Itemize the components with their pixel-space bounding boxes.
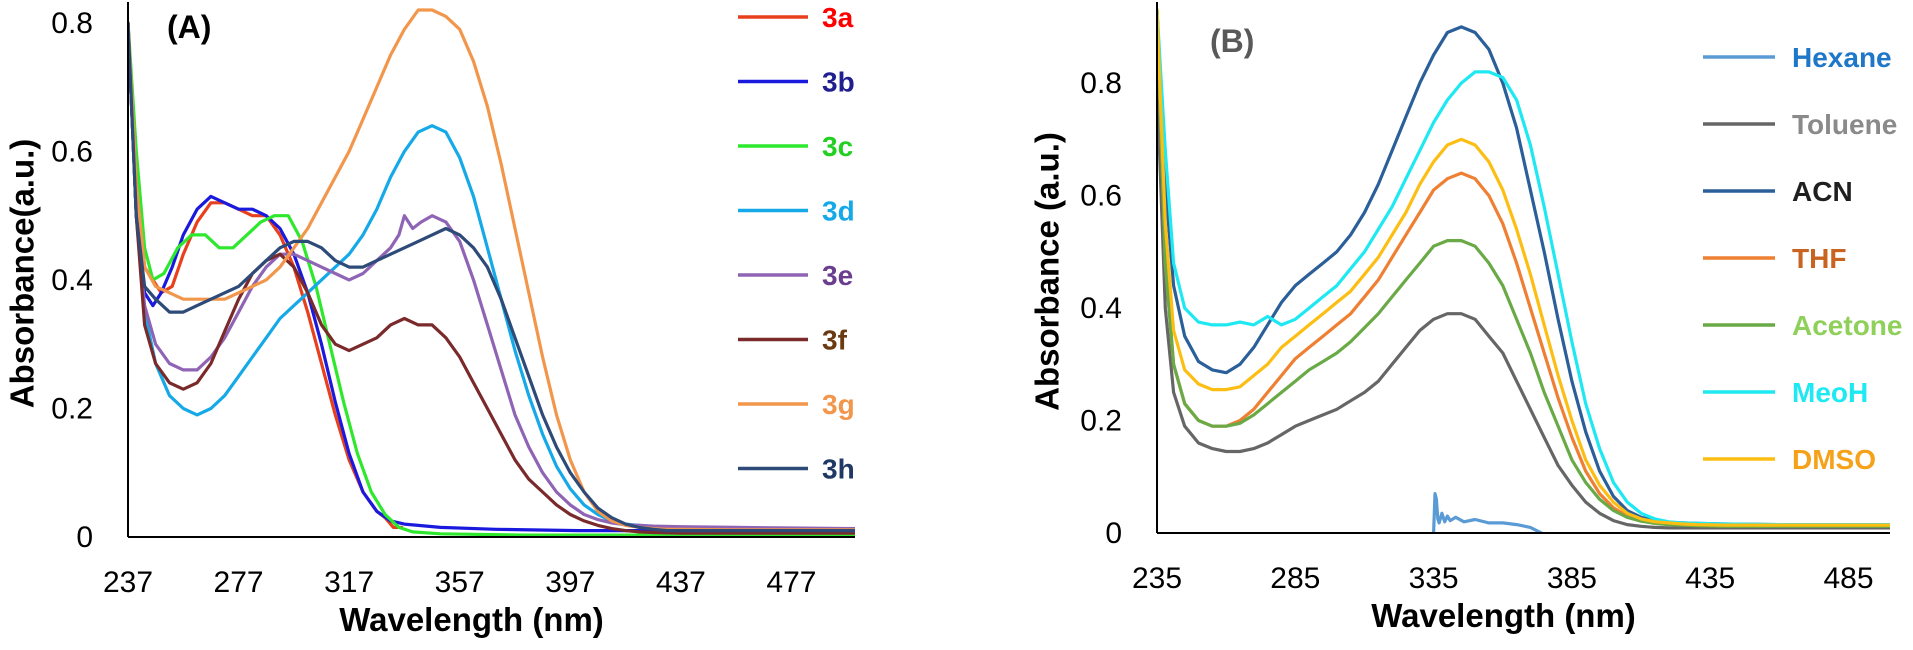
- legend-label: 3b: [822, 67, 855, 98]
- x-tick-label: 277: [214, 566, 264, 599]
- legend-label: 3g: [822, 389, 855, 420]
- y-axis-title: Absorbance(a.u.): [4, 139, 41, 409]
- y-tick-label: 0.8: [1080, 67, 1122, 100]
- x-tick-label: 235: [1132, 562, 1182, 595]
- series-line-3h: [128, 21, 855, 533]
- series-line-meoh: [1157, 8, 1890, 527]
- legend-label: 3d: [822, 196, 855, 227]
- legend-label: DMSO: [1792, 444, 1876, 475]
- x-axis-title: Wavelength (nm): [339, 601, 604, 638]
- x-tick-label: 477: [766, 566, 816, 599]
- legend: Hexane Toluene ACN THF Acetone MeoH DMSO: [1703, 42, 1902, 475]
- x-axis-title: Wavelength (nm): [1371, 597, 1636, 634]
- x-tick-label: 317: [324, 566, 374, 599]
- legend-label: THF: [1792, 243, 1846, 274]
- series-line-hexane: [1432, 492, 1544, 533]
- y-tick-label: 0.8: [51, 7, 93, 40]
- legend: 3a 3b 3c 3d 3e 3f 3g 3h: [738, 2, 855, 485]
- legend-label: ACN: [1792, 176, 1853, 207]
- series-group: [1157, 8, 1890, 533]
- x-tick-label: 285: [1270, 562, 1320, 595]
- legend-label: Acetone: [1792, 310, 1902, 341]
- x-tick-label: 335: [1409, 562, 1459, 595]
- legend-label: 3c: [822, 131, 853, 162]
- legend-label: MeoH: [1792, 377, 1868, 408]
- y-axis-title: Absorbance (a.u.): [1029, 132, 1066, 411]
- y-tick-label: 0: [76, 521, 93, 554]
- series-line-acetone: [1157, 8, 1890, 528]
- legend-label: Toluene: [1792, 109, 1897, 140]
- legend-label: Hexane: [1792, 42, 1892, 73]
- x-tick-label: 385: [1547, 562, 1597, 595]
- panel-b: 235 285 335 385 435 485 0 0.2 0.4 0.6 0.8 Wavelengt…: [1029, 2, 1902, 634]
- x-tick-label: 485: [1823, 562, 1873, 595]
- series-line-dmso: [1157, 8, 1890, 527]
- y-tick-label: 0.2: [1080, 405, 1122, 438]
- series-line-3f: [128, 21, 855, 535]
- x-tick-label: 397: [545, 566, 595, 599]
- series-line-thf: [1157, 8, 1890, 528]
- y-tick-label: 0.6: [51, 135, 93, 168]
- series-line-toluene: [1157, 81, 1890, 530]
- x-tick-label: 237: [103, 566, 153, 599]
- panel-label: (A): [167, 9, 211, 45]
- y-tick-label: 0.4: [1080, 292, 1122, 325]
- y-tick-label: 0.2: [51, 392, 93, 425]
- series-line-acn: [1157, 8, 1890, 527]
- legend-label: 3h: [822, 454, 855, 485]
- series-line-3c: [128, 21, 855, 537]
- y-tick-label: 0: [1105, 517, 1122, 550]
- legend-label: 3a: [822, 2, 854, 33]
- y-tick-label: 0.6: [1080, 180, 1122, 213]
- x-tick-label: 435: [1685, 562, 1735, 595]
- panel-label: (B): [1210, 23, 1254, 59]
- x-tick-label: 437: [656, 566, 706, 599]
- legend-label: 3e: [822, 260, 853, 291]
- panel-a: 237 277 317 357 397 437 477 0 0.2 0.4 0.6 0.8 Wavele…: [4, 2, 855, 638]
- series-line-3g: [128, 8, 855, 532]
- x-tick-label: 357: [435, 566, 485, 599]
- series-group: [128, 8, 855, 537]
- legend-label: 3f: [822, 325, 848, 356]
- y-tick-label: 0.4: [51, 264, 93, 297]
